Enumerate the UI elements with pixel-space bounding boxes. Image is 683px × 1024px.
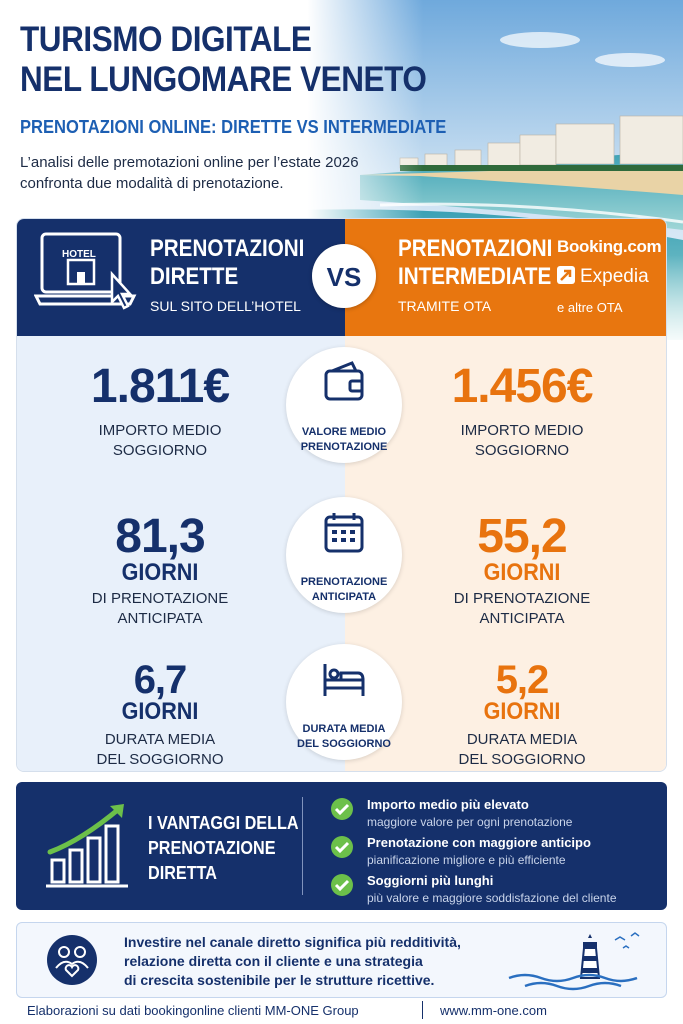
metric-icon — [324, 361, 364, 401]
metric-desc: ANTICIPATA — [479, 610, 565, 627]
metric-desc: ANTICIPATA — [117, 610, 203, 627]
ota-brand: Booking.com — [557, 237, 662, 256]
direct-header — [17, 219, 345, 336]
divider — [302, 797, 303, 895]
lighthouse-icon — [508, 932, 640, 991]
metric-label: DURATA MEDIA — [302, 723, 386, 735]
advantages-title: DIRETTA — [148, 863, 218, 883]
metric-label: DEL SOGGIORNO — [297, 738, 391, 750]
check-icon — [331, 836, 353, 858]
vs-text: VS — [326, 262, 362, 292]
advantage-detail: maggiore valore per ogni prenotazione — [367, 815, 573, 829]
metric-label: PRENOTAZIONE — [300, 576, 388, 588]
metric-value: 81,3 — [115, 510, 205, 563]
ota-brand: Expedia — [580, 266, 649, 287]
icon-label: HOTEL — [62, 249, 96, 260]
metric-desc: DURATA MEDIA — [104, 731, 216, 748]
advantage-title: Importo medio più elevato — [367, 797, 529, 812]
intermediate-title: PRENOTAZIONI — [398, 235, 553, 262]
metric-desc: DURATA MEDIA — [466, 731, 578, 748]
metric-desc: DEL SOGGIORNO — [458, 751, 586, 768]
direct-title: DIRETTE — [150, 263, 239, 290]
metric-value: 55,2 — [477, 510, 567, 563]
metric-value: 6,7 — [133, 658, 188, 702]
metric-unit: GIORNI — [483, 559, 561, 586]
direct-title: PRENOTAZIONI — [150, 235, 305, 262]
people-icon — [47, 935, 97, 985]
closing-line: di crescita sostenibile per le strutture… — [124, 972, 435, 988]
metric-label: VALORE MEDIO — [301, 426, 387, 438]
comparison-card — [16, 218, 667, 772]
hotel-laptop-icon — [34, 232, 137, 310]
metric-label: PRENOTAZIONE — [300, 441, 388, 453]
metric-value: 5,2 — [495, 658, 550, 702]
advantages-title: PRENOTAZIONE — [148, 838, 276, 858]
metric-desc: DEL SOGGIORNO — [96, 751, 224, 768]
metric-desc: SOGGIORNO — [112, 442, 208, 459]
metric-desc: SOGGIORNO — [474, 442, 570, 459]
metric-desc: IMPORTO MEDIO — [98, 422, 222, 439]
intermediate-subtitle: TRAMITE OTA — [398, 298, 492, 314]
advantage-title: Prenotazione con maggiore anticipo — [367, 835, 591, 850]
metric-unit: GIORNI — [121, 698, 199, 725]
check-icon — [331, 874, 353, 896]
footer-source: Elaborazioni su dati bookingonline clien… — [27, 1003, 359, 1018]
footer-url: www.mm-one.com — [440, 1003, 547, 1018]
advantage-title: Soggiorni più lunghi — [367, 873, 494, 888]
metric-value: 1.456€ — [451, 360, 594, 413]
subtitle: PRENOTAZIONI ONLINE: DIRETTE VS INTERMED… — [20, 117, 447, 137]
direct-subtitle: SUL SITO DELL’HOTEL — [150, 298, 301, 314]
metric-desc: IMPORTO MEDIO — [460, 422, 584, 439]
metric-label: ANTICIPATA — [311, 591, 377, 603]
advantage-detail: pianificazione migliore e più efficiente — [367, 853, 566, 867]
metric-value: 1.811€ — [90, 360, 230, 413]
title-line: NEL LUNGOMARE VENETO — [20, 60, 427, 99]
intro-line: confronta due modalità di prenotazione. — [20, 175, 284, 192]
intermediate-title: INTERMEDIATE — [398, 263, 552, 290]
expedia-logo — [557, 266, 575, 284]
metric-badge — [286, 644, 402, 760]
metric-icon — [323, 664, 365, 696]
metric-desc: DI PRENOTAZIONE — [453, 590, 591, 607]
metric-unit: GIORNI — [121, 559, 199, 586]
metric-icon — [324, 513, 364, 553]
closing-line: Investire nel canale diretto significa p… — [124, 934, 461, 950]
ota-others: e altre OTA — [557, 300, 623, 315]
advantage-detail: più valore e maggiore soddisfazione del … — [367, 891, 617, 905]
growth-icon — [46, 804, 128, 888]
metric-desc: DI PRENOTAZIONE — [91, 590, 229, 607]
intro-line: L’analisi delle premotazioni online per … — [20, 154, 359, 171]
check-icon — [331, 798, 353, 820]
vs-badge — [312, 244, 376, 308]
intermediate-header — [345, 219, 666, 336]
metric-unit: GIORNI — [483, 698, 561, 725]
closing-box — [16, 922, 667, 998]
title-line: TURISMO DIGITALE — [20, 20, 312, 59]
footer-separator — [422, 1001, 423, 1019]
advantages-title: I VANTAGGI DELLA — [148, 813, 299, 833]
closing-line: relazione diretta con il cliente e una s… — [124, 953, 423, 969]
